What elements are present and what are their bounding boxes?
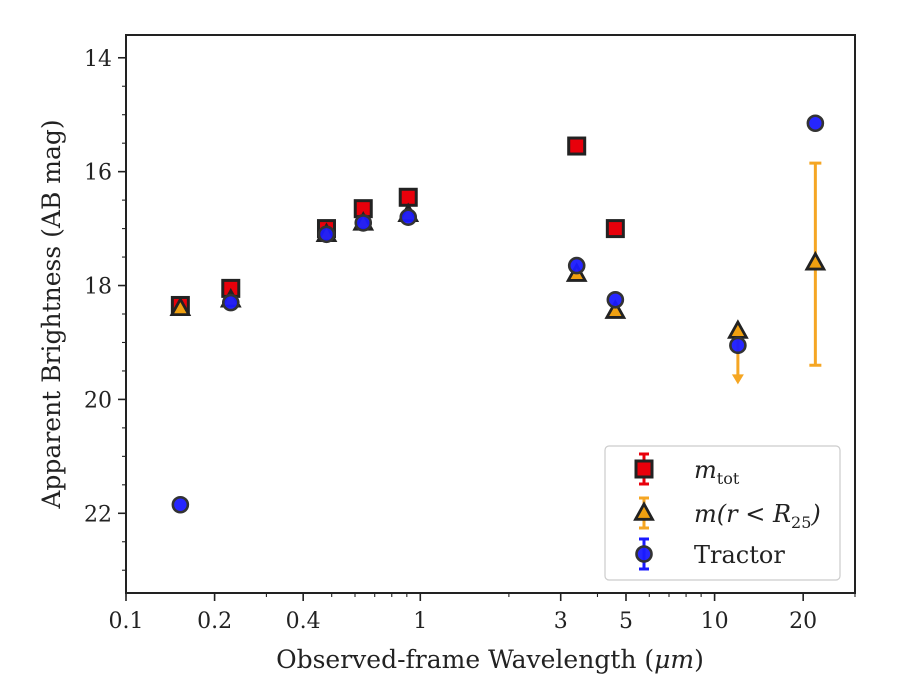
point-2-4 (399, 208, 418, 227)
point-1-8 (804, 250, 827, 271)
point-2-0 (171, 495, 190, 514)
series-0 (170, 136, 625, 315)
legend-marker-0 (634, 459, 654, 479)
point-2-6 (606, 290, 625, 309)
point-0-6 (605, 219, 625, 239)
plot-frame (125, 34, 856, 594)
x-tick-label-6: 10 (701, 609, 729, 634)
y-axis-label: Apparent Brightness (AB mag) (37, 119, 66, 509)
plot-area (169, 114, 827, 514)
legend-label-mtot: mtot (694, 456, 740, 488)
y-tick-label-4: 22 (84, 502, 112, 527)
point-2-2 (317, 225, 336, 244)
point-1-0 (169, 296, 192, 317)
point-1-6 (604, 299, 627, 319)
x-tick-label-4: 3 (554, 609, 568, 634)
point-2-7 (729, 336, 747, 355)
point-2-3 (354, 214, 373, 232)
y-tick-label-3: 20 (84, 388, 112, 413)
x-tick-label-3: 1 (413, 609, 427, 634)
point-0-5 (567, 136, 587, 156)
legend-marker-2 (635, 545, 653, 563)
y-tick-label-0: 14 (84, 47, 112, 72)
series-1 (169, 161, 827, 385)
x-tick-label-0: 0.1 (109, 609, 144, 634)
y-tick-label-2: 18 (84, 275, 112, 300)
series-2 (171, 114, 825, 514)
legend-box (604, 445, 841, 581)
x-tick-label-7: 20 (789, 609, 817, 634)
point-1-7 (727, 319, 749, 339)
legend-marker-1 (633, 501, 655, 521)
legend-label-tractor: Tractor (694, 541, 785, 569)
x-axis-label: Observed-frame Wavelength (μm) (276, 645, 704, 674)
x-tick-label-1: 0.2 (197, 609, 232, 634)
axis-ticks: 0.1 0.2 0.4 1 3 5 10 20 14 16 18 20 22 (84, 47, 856, 634)
x-tick-label-2: 0.4 (286, 609, 321, 634)
x-tick-label-5: 5 (619, 609, 633, 634)
point-2-8 (806, 114, 825, 133)
legend: mtot m(r < R25) Tractor (604, 445, 841, 581)
y-tick-label-1: 16 (84, 161, 112, 186)
point-2-5 (567, 256, 586, 275)
point-2-1 (221, 293, 240, 312)
legend-label-m-r25: m(r < R25) (694, 500, 821, 532)
upper-limit-arrow-1-7 (731, 374, 744, 385)
